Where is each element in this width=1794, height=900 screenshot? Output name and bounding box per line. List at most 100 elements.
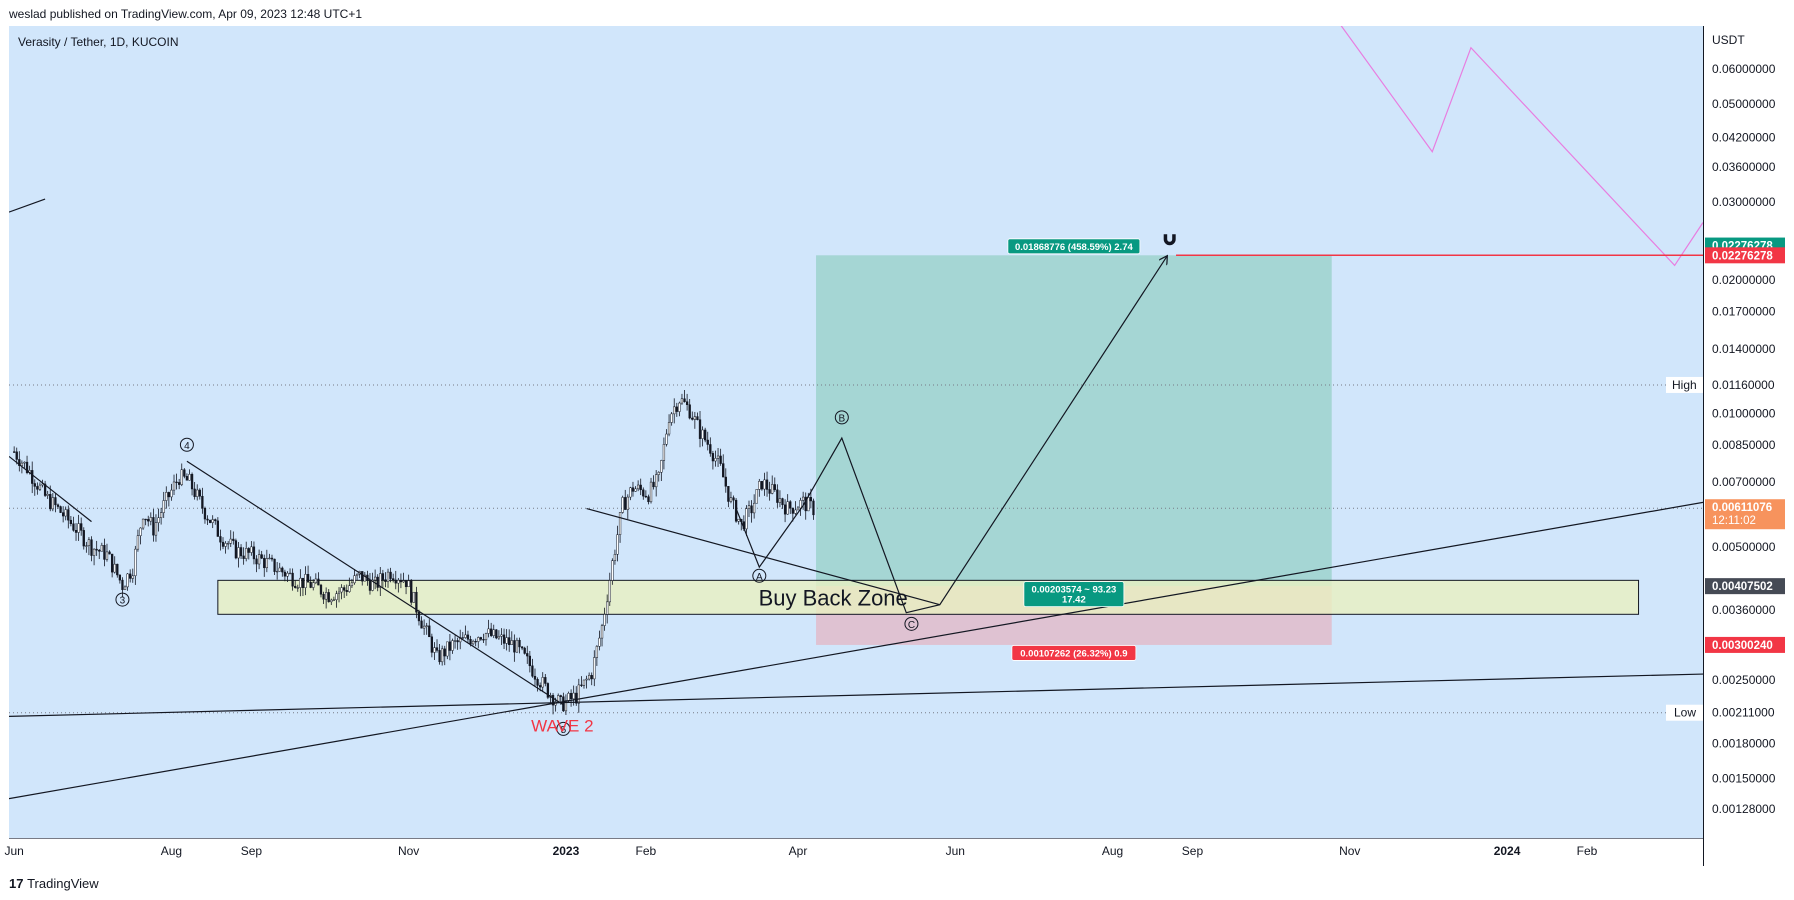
candle-body xyxy=(219,536,222,543)
wave-c-label: C xyxy=(908,620,915,631)
candle-body xyxy=(564,700,568,712)
candle-body xyxy=(361,571,364,582)
candle-body xyxy=(435,647,439,651)
candle-body xyxy=(147,519,150,522)
candle-body xyxy=(629,487,632,498)
candle-body xyxy=(319,584,323,595)
magnet-icon xyxy=(1163,234,1176,246)
high-value-bg xyxy=(1705,376,1785,393)
candle-body xyxy=(224,543,227,547)
candle-body xyxy=(781,498,784,506)
candle-body xyxy=(724,476,727,487)
candle-body xyxy=(559,695,562,697)
candle-body xyxy=(422,625,426,629)
candle-body xyxy=(430,636,434,653)
candle-body xyxy=(657,472,660,475)
time-tick-label: Nov xyxy=(1339,844,1360,858)
candle-body xyxy=(136,535,140,550)
candle-body xyxy=(64,509,67,517)
candle-body xyxy=(152,517,155,536)
candle-body xyxy=(159,512,163,518)
candle-body xyxy=(428,625,431,638)
candle-body xyxy=(804,496,807,512)
candle-body xyxy=(709,444,712,454)
candle-body xyxy=(484,633,488,641)
candle-body xyxy=(149,517,152,522)
price-tick-label: 0.03000000 xyxy=(1712,195,1776,209)
candle-body xyxy=(330,599,333,603)
candle-body xyxy=(722,463,725,478)
candle-body xyxy=(587,675,591,680)
candle-body xyxy=(340,587,343,593)
candle-body xyxy=(33,483,36,487)
candle-body xyxy=(505,637,508,644)
wave-3-label-circle xyxy=(115,592,130,607)
wave-b-label: B xyxy=(838,413,845,424)
candle-body xyxy=(15,451,18,460)
price-tick-label: 0.06000000 xyxy=(1712,62,1776,76)
time-tick-label: 2024 xyxy=(1494,844,1521,858)
candle-body xyxy=(508,637,511,645)
candle-body xyxy=(693,416,697,420)
wave-projection-path xyxy=(802,257,1167,614)
candle-body xyxy=(492,629,495,636)
correction-path xyxy=(735,505,804,569)
candle-body xyxy=(567,693,570,701)
candle-body xyxy=(69,519,73,525)
candle-body xyxy=(281,567,284,573)
candle-body xyxy=(490,628,493,636)
candle-body xyxy=(376,576,379,588)
candle-body xyxy=(165,492,168,501)
stop-badge-bg xyxy=(1705,636,1785,653)
target-badge: 0.02276278 xyxy=(1712,250,1773,262)
candle-body xyxy=(662,444,666,461)
candle-body xyxy=(208,519,212,523)
candle-body xyxy=(729,497,733,502)
candle-body xyxy=(232,538,235,541)
low-tag: Low xyxy=(1674,706,1696,720)
currency-label: USDT xyxy=(1712,33,1745,47)
candle-body xyxy=(268,557,271,560)
candle-body xyxy=(252,546,256,560)
wave-5-label: 5 xyxy=(561,725,567,736)
candle-body xyxy=(711,453,715,462)
candle-body xyxy=(412,591,415,603)
buy-back-zone-label: Buy Back Zone xyxy=(759,585,908,610)
candle-body xyxy=(461,637,464,639)
wave-4-label-circle xyxy=(179,437,194,452)
candle-body xyxy=(451,640,454,651)
candle-body xyxy=(755,489,758,504)
candle-body xyxy=(807,497,810,512)
candle-body xyxy=(157,517,160,523)
target-pill-text: 0.01868776 (458.59%) 2.74 xyxy=(1015,242,1134,253)
candle-body xyxy=(61,512,65,517)
time-tick-label: Nov xyxy=(398,844,419,858)
candle-body xyxy=(87,539,91,546)
candle-body xyxy=(46,493,49,496)
candle-body xyxy=(229,538,232,544)
candle-body xyxy=(299,577,302,588)
trend-line xyxy=(586,507,940,606)
publisher-info: weslad published on TradingView.com, Apr… xyxy=(9,7,363,21)
candle-body xyxy=(410,580,413,603)
candle-body xyxy=(72,523,75,531)
entry-pill-text: 17.42 xyxy=(1062,595,1086,606)
candle-body xyxy=(286,572,289,577)
candle-body xyxy=(518,639,521,648)
wave-c-label-circle xyxy=(904,616,919,631)
header-bar: weslad published on TradingView.com, Apr… xyxy=(0,0,1794,26)
candle-body xyxy=(193,488,196,497)
candle-body xyxy=(56,504,60,507)
tradingview-logo[interactable]: 17 TradingView xyxy=(9,876,99,891)
candle-body xyxy=(363,574,366,582)
candle-body xyxy=(515,639,519,653)
trend-line xyxy=(9,673,1703,718)
candle-body xyxy=(580,684,583,686)
candle-body xyxy=(753,502,756,514)
candle-body xyxy=(502,634,506,644)
candle-body xyxy=(716,455,720,459)
candle-body xyxy=(312,582,315,588)
candle-body xyxy=(649,481,653,503)
last-price-badge-bg xyxy=(1705,499,1785,530)
low-tag-bg xyxy=(1666,704,1703,721)
